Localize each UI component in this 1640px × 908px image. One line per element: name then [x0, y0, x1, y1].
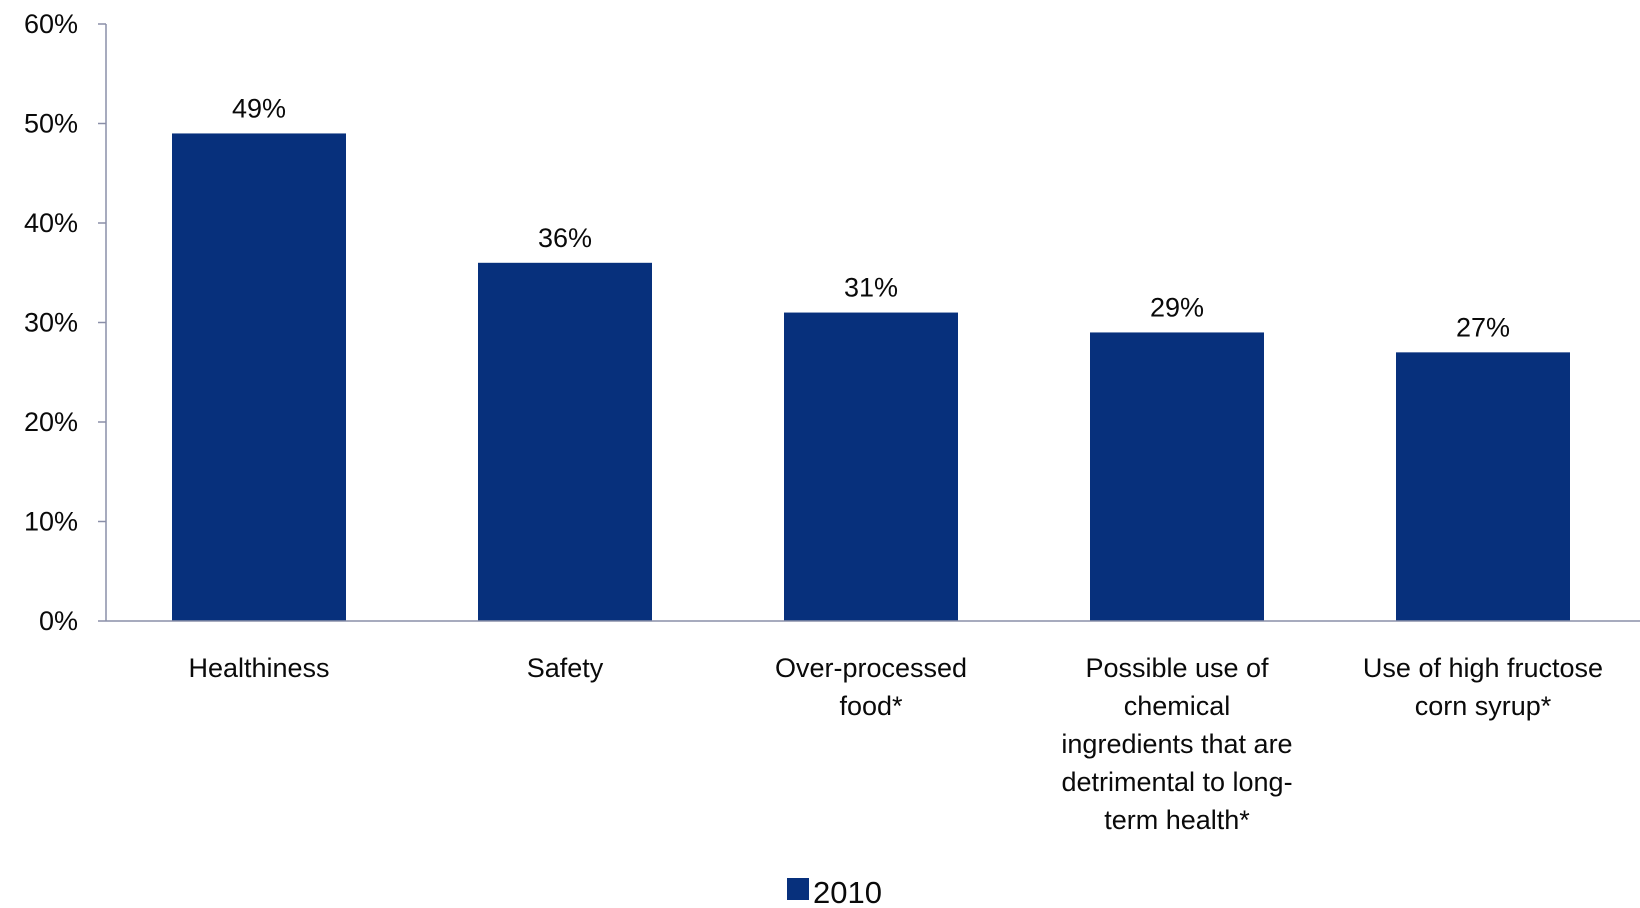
legend: 2010: [787, 875, 882, 908]
y-tick-label: 40%: [24, 208, 78, 238]
y-tick-label: 10%: [24, 507, 78, 537]
bar: [478, 263, 652, 621]
data-label: 31%: [844, 273, 898, 303]
y-tick-label: 50%: [24, 109, 78, 139]
category-label: corn syrup*: [1415, 691, 1552, 721]
category-label: Safety: [527, 653, 604, 683]
y-tick-label: 0%: [39, 606, 78, 636]
y-tick-label: 20%: [24, 407, 78, 437]
category-label: ingredients that are: [1061, 729, 1292, 759]
data-label: 36%: [538, 223, 592, 253]
category-label: food*: [839, 691, 903, 721]
bar: [1090, 332, 1264, 621]
y-tick-label: 60%: [24, 9, 78, 39]
y-axis-tick-labels: 0% 10% 20% 30% 40% 50% 60%: [24, 9, 78, 636]
y-tick-label: 30%: [24, 308, 78, 338]
bar: [1396, 352, 1570, 621]
data-label: 29%: [1150, 292, 1204, 322]
category-label: Use of high fructose: [1363, 653, 1603, 683]
category-label: term health*: [1104, 805, 1250, 835]
bar: [784, 313, 958, 621]
category-label: chemical: [1124, 691, 1231, 721]
category-label: detrimental to long-: [1061, 767, 1292, 797]
category-label: Possible use of: [1085, 653, 1269, 683]
legend-label: 2010: [813, 875, 882, 908]
legend-swatch: [787, 878, 809, 900]
bars-group: [172, 133, 1570, 621]
data-labels-group: 49% 36% 31% 29% 27%: [232, 93, 1510, 342]
category-label: Over-processed: [775, 653, 967, 683]
data-label: 49%: [232, 93, 286, 123]
category-labels-group: Healthiness Safety Over-processed food* Poss…: [188, 653, 1603, 835]
category-label: Healthiness: [188, 653, 329, 683]
data-label: 27%: [1456, 312, 1510, 342]
bar: [172, 133, 346, 621]
